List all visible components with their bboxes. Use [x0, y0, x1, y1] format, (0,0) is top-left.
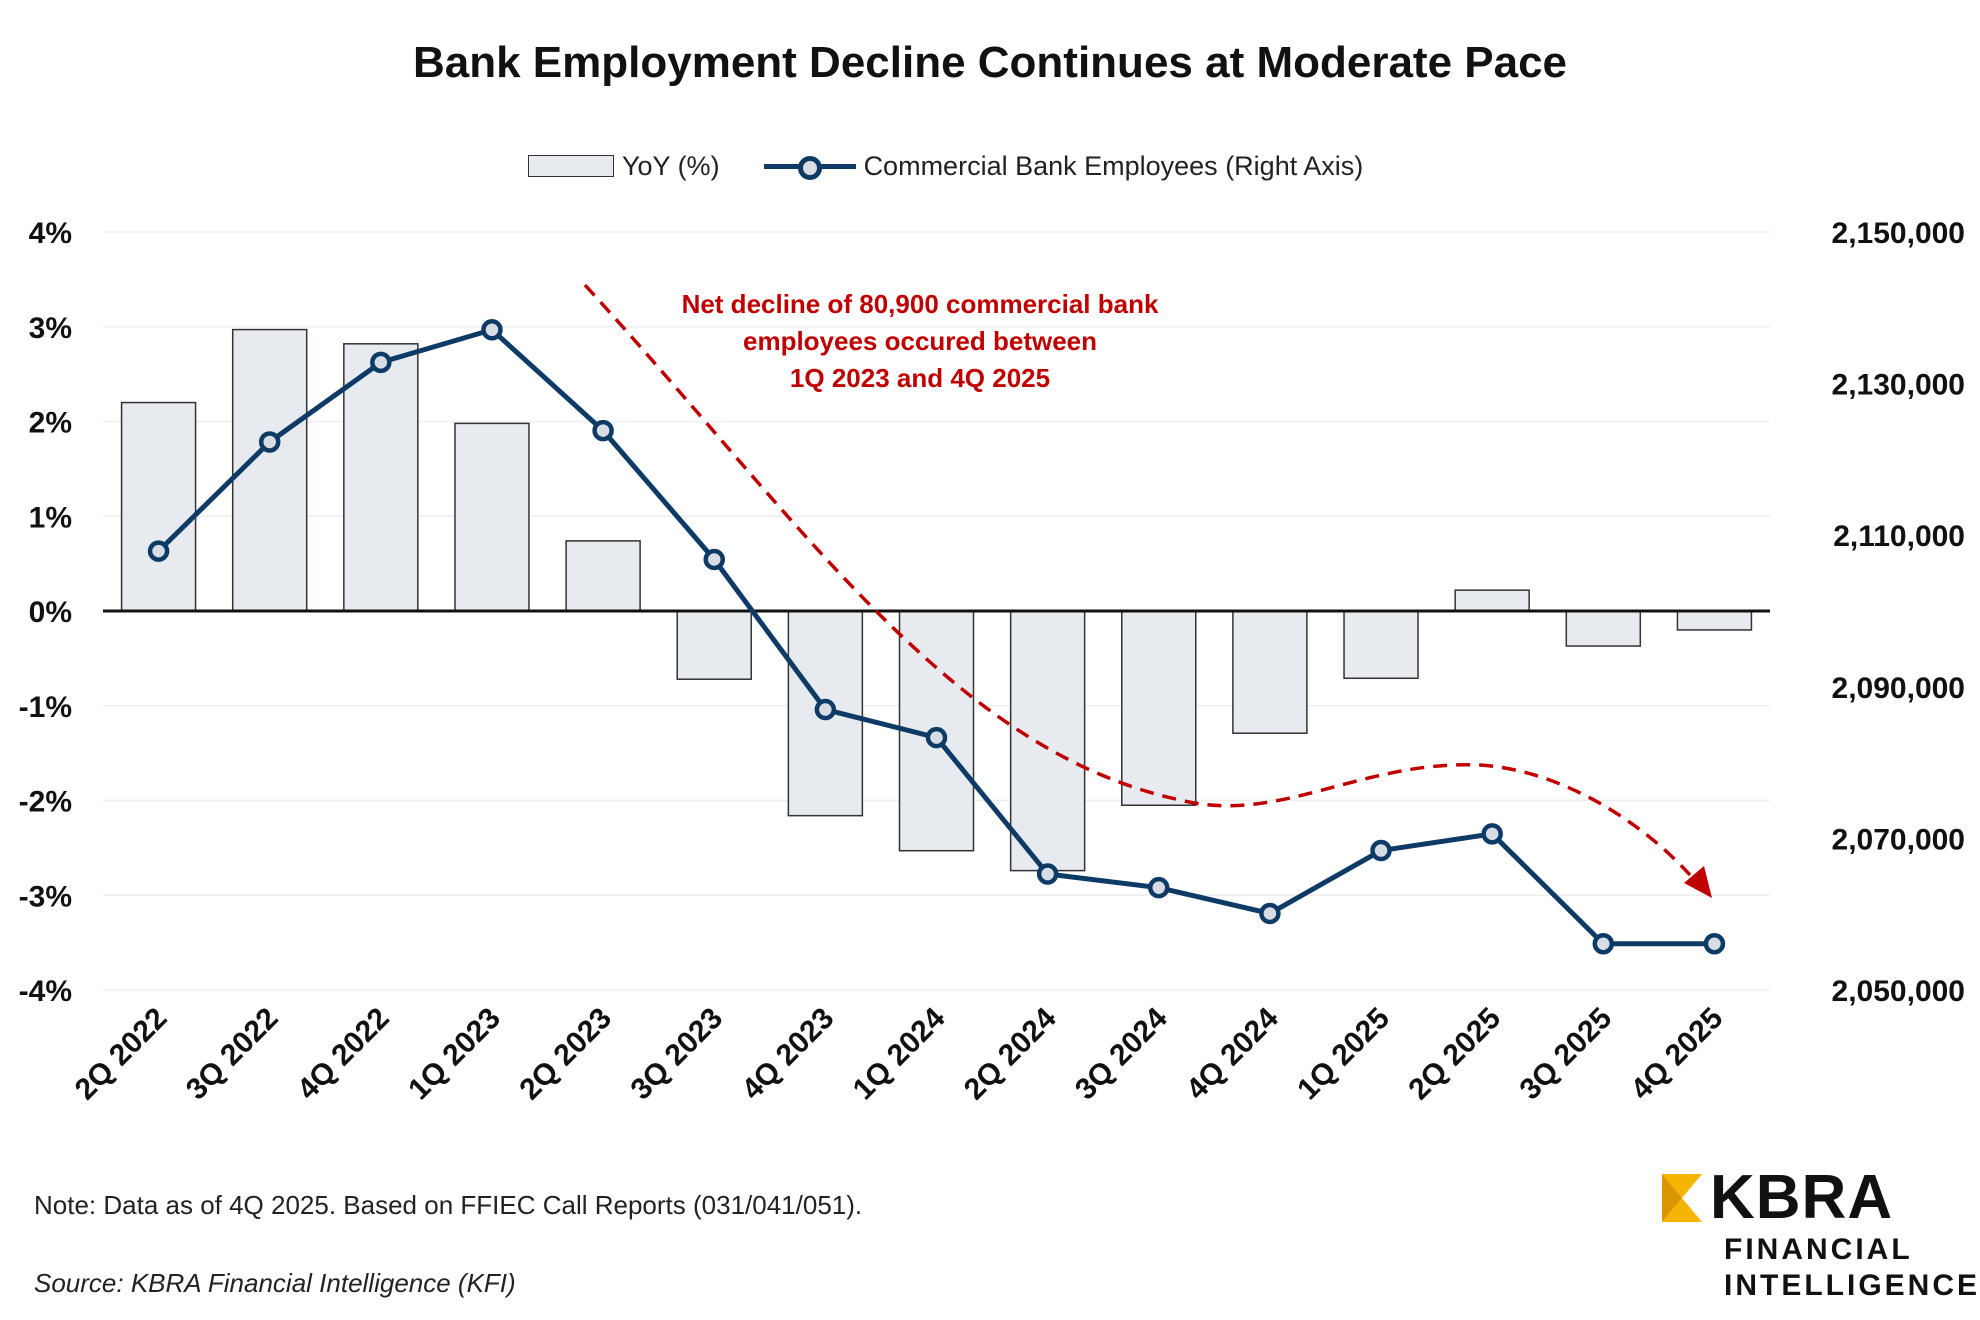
left-tick-label: 0% [29, 596, 72, 629]
bar [343, 343, 419, 612]
line-point [1703, 933, 1726, 955]
trend-arrow [583, 283, 1692, 877]
category-label: 4Q 2025 [1625, 1002, 1730, 1107]
left-tick-label: 4% [29, 217, 72, 250]
line-point [258, 431, 281, 453]
bar [231, 328, 308, 612]
bar [1232, 610, 1308, 734]
category-label: 2Q 2023 [513, 1002, 618, 1107]
category-label: 1Q 2024 [847, 1001, 952, 1106]
category-label: 3Q 2023 [624, 1002, 729, 1107]
category-label: 1Q 2023 [402, 1002, 507, 1107]
category-label: 4Q 2024 [1180, 1001, 1285, 1106]
source-note: Source: KBRA Financial Intelligence (KFI… [34, 1268, 516, 1298]
annotation-line-1: Net decline of 80,900 commercial bank [681, 289, 1159, 319]
bar [454, 422, 530, 612]
bar [1121, 610, 1197, 806]
legend-swatch-line [763, 154, 856, 180]
left-tick-label: -1% [19, 691, 72, 724]
legend-swatch-bar [528, 155, 614, 177]
bar [1454, 589, 1530, 612]
line-point [370, 351, 392, 374]
category-label: 4Q 2023 [736, 1002, 841, 1107]
left-tick-label: 1% [29, 501, 72, 534]
footnote: Note: Data as of 4Q 2025. Based on FFIEC… [34, 1190, 863, 1220]
left-tick-label: -3% [19, 880, 72, 913]
line-point [1036, 863, 1059, 885]
category-label: 2Q 2022 [69, 1002, 174, 1107]
kbra-logo: KBRA FINANCIAL INTELLIGENCE [1662, 1163, 1977, 1308]
bar [1009, 610, 1086, 872]
left-axis-ticks: 4% 3% 2% 1% 0% -1% -2% -3% -4% [19, 217, 72, 1008]
line-point [481, 319, 503, 341]
annotation-line-2: employees occured between [742, 326, 1098, 356]
chart-title: Bank Employment Decline Continues at Mod… [412, 38, 1568, 87]
kbra-logo-mark-icon [1662, 1174, 1702, 1222]
right-axis-ticks: 2,150,000 2,130,000 2,110,000 2,090,000 2,07… [1832, 217, 1965, 1008]
category-label: 1Q 2025 [1291, 1002, 1396, 1107]
left-tick-label: -4% [19, 975, 72, 1008]
line-point [1370, 839, 1392, 862]
line-point [1592, 933, 1615, 955]
bar [1676, 610, 1753, 631]
logo-subtitle: FINANCIAL INTELLIGENCE [1724, 1232, 1980, 1304]
left-tick-label: 3% [29, 312, 72, 345]
line-point [814, 698, 837, 721]
legend-item-yoy: YoY (%) [528, 151, 720, 182]
line-point [703, 548, 725, 571]
right-tick-label: 2,150,000 [1832, 217, 1965, 250]
legend-label-yoy: YoY (%) [622, 150, 720, 181]
category-labels: 2Q 2022 3Q 2022 4Q 2022 1Q 2023 2Q 2023 3Q 20… [69, 1001, 1730, 1106]
left-tick-label: 2% [29, 407, 72, 440]
bar [676, 610, 752, 680]
right-tick-label: 2,050,000 [1832, 975, 1965, 1008]
trend-arrow-head [1684, 866, 1712, 898]
annotation-line-3: 1Q 2023 and 4Q 2025 [789, 363, 1051, 393]
category-label: 2Q 2024 [958, 1001, 1063, 1106]
legend: YoY (%) Commercial Bank Employees (Right… [528, 146, 1407, 186]
logo-sub-line-2: INTELLIGENCE [1724, 1269, 1980, 1302]
legend-item-employees: Commercial Bank Employees (Right Axis) [763, 150, 1364, 182]
category-label: 3Q 2025 [1514, 1002, 1619, 1107]
category-label: 3Q 2024 [1069, 1001, 1174, 1106]
legend-label-employees: Commercial Bank Employees (Right Axis) [863, 150, 1364, 181]
right-tick-label: 2,110,000 [1833, 520, 1965, 553]
right-tick-label: 2,090,000 [1832, 672, 1965, 705]
category-label: 2Q 2025 [1402, 1002, 1507, 1107]
line-point [1148, 876, 1170, 899]
bar [1343, 610, 1419, 680]
bar-series [120, 328, 1753, 872]
right-tick-label: 2,130,000 [1832, 369, 1965, 402]
logo-name: KBRA [1710, 1163, 1894, 1232]
employees-markers [147, 319, 1726, 955]
bar [1565, 610, 1642, 647]
category-label: 4Q 2022 [291, 1002, 396, 1107]
bar [120, 401, 197, 612]
line-point [592, 419, 614, 442]
category-label: 3Q 2022 [180, 1002, 285, 1107]
right-tick-label: 2,070,000 [1832, 823, 1965, 856]
line-point [147, 540, 170, 562]
bar [565, 540, 641, 612]
logo-sub-line-1: FINANCIAL [1724, 1233, 1913, 1266]
chart-annotation: Net decline of 80,900 commercial bank em… [560, 286, 1280, 397]
line-point [1481, 823, 1503, 845]
left-tick-label: -2% [19, 786, 72, 819]
line-point [1259, 902, 1281, 925]
line-point [925, 726, 948, 749]
